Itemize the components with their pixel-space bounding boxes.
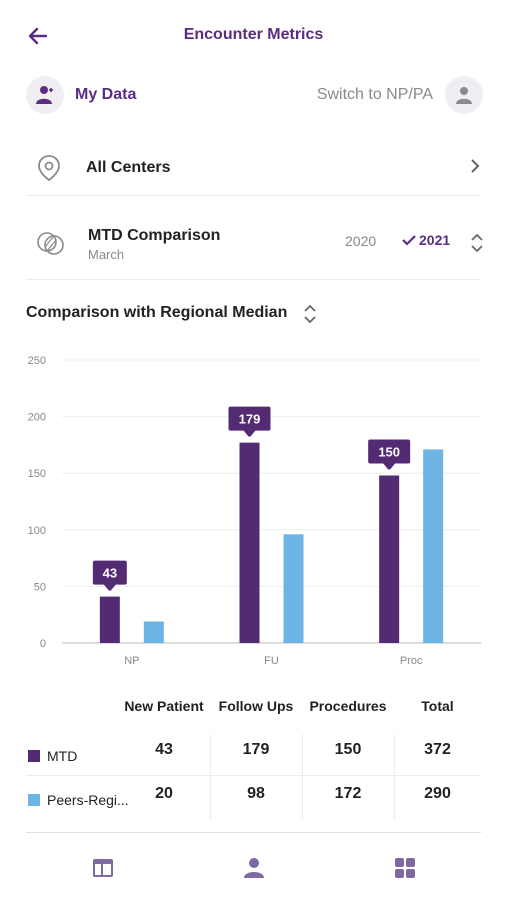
cell-value: 290	[424, 785, 451, 802]
year-option-2020[interactable]: 2020	[345, 233, 377, 249]
y-tick-label: 100	[28, 525, 46, 537]
bar-peers	[283, 534, 304, 643]
row-label: MTD	[47, 748, 78, 764]
x-tick-label: NP	[124, 655, 139, 667]
legend-swatch-mtd	[28, 750, 40, 762]
y-tick-label: 200	[28, 412, 46, 424]
switch-avatar[interactable]	[445, 76, 483, 114]
legend-swatch-peers	[28, 794, 40, 806]
bar-chart: 0 50 100 150 200 250 43 NP 179 FU 150 Proc	[28, 355, 481, 667]
page-title: Encounter Metrics	[183, 26, 324, 43]
cell-value: 372	[424, 741, 451, 758]
y-tick-label: 50	[34, 581, 46, 593]
cell-value: 20	[155, 785, 173, 802]
mtd-comparison-row: MTD Comparison March 2020 2021	[26, 210, 484, 280]
x-tick-label: FU	[264, 655, 279, 667]
centers-selector[interactable]: All Centers	[26, 140, 481, 196]
doctor-icon	[36, 86, 53, 104]
bar-peers	[423, 449, 444, 643]
data-label: 43	[103, 566, 117, 581]
person-icon	[244, 858, 264, 878]
column-divider	[302, 734, 303, 820]
column-divider	[394, 734, 395, 820]
back-button[interactable]	[22, 20, 54, 52]
cell-value: 43	[155, 741, 173, 758]
table-row-peers: Peers-Regi... 20 98 172 290	[26, 778, 481, 820]
chevron-updown-icon[interactable]	[470, 232, 484, 254]
mydata-row: My Data Switch to NP/PA	[0, 74, 507, 118]
mtd-month: March	[88, 247, 125, 262]
header-total: Total	[421, 698, 454, 714]
person-icon	[456, 87, 472, 104]
header: Encounter Metrics	[0, 0, 507, 70]
chevron-right-icon	[471, 159, 480, 173]
grid-icon	[395, 858, 415, 878]
bottom-tab-bar	[26, 832, 481, 900]
centers-label: All Centers	[86, 159, 171, 176]
y-tick-label: 250	[28, 355, 46, 367]
tab-dashboard[interactable]	[392, 855, 418, 881]
data-label: 179	[239, 412, 261, 427]
cell-value: 172	[334, 785, 362, 802]
check-icon	[402, 235, 416, 246]
header-procedures: Procedures	[309, 698, 387, 714]
row-label: Peers-Regi...	[47, 792, 129, 808]
tab-table[interactable]	[90, 855, 116, 881]
data-label-bubble	[228, 406, 271, 437]
table-icon	[93, 859, 113, 877]
comparison-label: Comparison with Regional Median	[26, 304, 288, 321]
year-option-2021[interactable]: 2021	[402, 232, 450, 248]
chevron-updown-icon	[304, 304, 316, 324]
mtd-title: MTD Comparison	[88, 227, 221, 244]
cell-value: 98	[247, 785, 265, 802]
data-label-bubble	[368, 439, 411, 470]
bar-mtd	[239, 442, 260, 643]
y-tick-label: 150	[28, 468, 46, 480]
year-2021-label: 2021	[419, 232, 451, 248]
cell-value: 150	[334, 741, 362, 758]
location-pin-icon	[38, 155, 60, 182]
table-row-mtd: MTD 43 179 150 372	[26, 734, 481, 776]
arrow-left-icon	[28, 27, 48, 45]
bar-mtd	[99, 596, 120, 643]
column-divider	[210, 734, 211, 820]
header-follow-ups: Follow Ups	[218, 698, 294, 714]
tab-profile[interactable]	[241, 855, 267, 881]
y-tick-label: 0	[40, 638, 46, 650]
data-label-bubble	[92, 560, 127, 591]
header-new-patient: New Patient	[124, 698, 204, 714]
bar-peers	[143, 621, 164, 643]
mydata-label: My Data	[75, 86, 137, 103]
compare-circles-icon	[37, 232, 64, 255]
data-label: 150	[378, 444, 400, 459]
bar-mtd	[379, 475, 400, 643]
x-tick-label: Proc	[400, 655, 423, 667]
switch-np-pa-link[interactable]: Switch to NP/PA	[316, 86, 433, 103]
comparison-selector[interactable]: Comparison with Regional Median	[26, 300, 481, 328]
cell-value: 179	[242, 741, 270, 758]
mydata-avatar	[26, 76, 64, 114]
